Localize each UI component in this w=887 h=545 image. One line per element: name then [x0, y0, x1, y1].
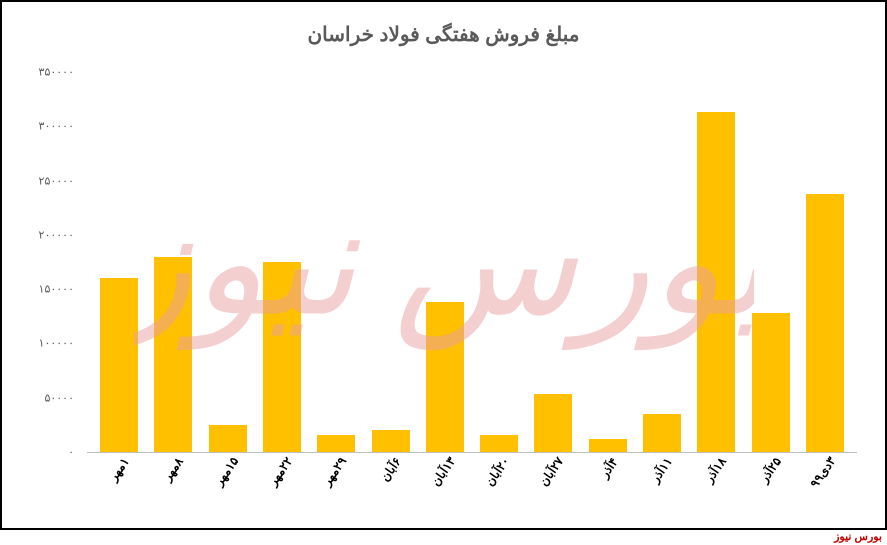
x-tick-label: ۲۰آبان — [483, 454, 513, 488]
footer-credit: بورس نیوز — [834, 530, 882, 543]
x-label-wrapper: ۲۲مهر — [255, 452, 309, 522]
bar — [372, 430, 410, 452]
bar — [697, 112, 735, 452]
x-label-wrapper: ۱۱آذر — [635, 452, 689, 522]
x-label-wrapper: ۱۳آبان — [418, 452, 472, 522]
x-label-wrapper: ۱مهر — [92, 452, 146, 522]
x-label-wrapper: ۶آبان — [363, 452, 417, 522]
x-tick-label: ۸مهر — [160, 455, 186, 484]
bar — [154, 257, 192, 452]
y-tick-label: ۳۵۰۰۰۰ — [39, 66, 74, 79]
bar-wrapper — [363, 430, 417, 452]
bar — [534, 394, 572, 452]
x-tick-label: ۱۵مهر — [211, 454, 241, 488]
bar-wrapper — [92, 278, 146, 452]
bar-wrapper — [689, 112, 743, 452]
x-tick-label: ۶آبان — [377, 455, 403, 484]
bar-wrapper — [146, 257, 200, 452]
bar — [209, 425, 247, 452]
x-label-wrapper: ۲۷آبان — [526, 452, 580, 522]
bar-wrapper — [635, 414, 689, 452]
bar-wrapper — [201, 425, 255, 452]
x-tick-label: ۲۲مهر — [266, 454, 296, 488]
bar — [480, 435, 518, 452]
x-tick-label: ۳دی۹۹ — [807, 454, 838, 490]
x-axis: ۱مهر ۸مهر ۱۵مهر ۲۲مهر ۲۹مهر ۶آبان ۱۳آبان ۲۰آبان… — [87, 452, 857, 522]
x-tick-label: ۱۸آذر — [702, 455, 729, 485]
x-label-wrapper: ۱۵مهر — [201, 452, 255, 522]
x-tick-label: ۲۷آبان — [537, 454, 567, 488]
x-label-wrapper: ۲۵آذر — [743, 452, 797, 522]
bar-wrapper — [798, 194, 852, 452]
y-tick-label: ۲۵۰۰۰۰ — [39, 174, 74, 187]
bars-group — [87, 72, 857, 452]
x-label-wrapper: ۲۰آبان — [472, 452, 526, 522]
y-axis: ۰۵۰۰۰۰۱۰۰۰۰۰۱۵۰۰۰۰۲۰۰۰۰۰۲۵۰۰۰۰۳۰۰۰۰۰۳۵۰۰… — [2, 72, 82, 452]
bar — [752, 313, 790, 452]
x-label-wrapper: ۳دی۹۹ — [798, 452, 852, 522]
bar — [100, 278, 138, 452]
x-tick-label: ۱۳آبان — [428, 454, 458, 488]
chart-container: مبلغ فروش هفتگی فولاد خراسان ۰ ۵۰۰۰۰ ۱۰۰۰۰… — [0, 0, 887, 530]
bar — [589, 439, 627, 452]
bar-wrapper — [526, 394, 580, 452]
bar-wrapper — [418, 302, 472, 452]
chart-title: مبلغ فروش هفتگی فولاد خراسان — [2, 2, 885, 47]
x-label-wrapper: ۸مهر — [146, 452, 200, 522]
y-tick-label: ۳۰۰۰۰۰ — [39, 120, 74, 133]
bar-wrapper — [472, 435, 526, 452]
x-tick-label: ۴آذر — [597, 455, 620, 480]
bar — [263, 262, 301, 452]
x-label-wrapper: ۱۸آذر — [689, 452, 743, 522]
bar — [317, 435, 355, 452]
y-tick-label: ۵۰۰۰۰ — [44, 391, 74, 404]
bar-wrapper — [743, 313, 797, 452]
x-label-wrapper: ۲۹مهر — [309, 452, 363, 522]
plot-area — [87, 72, 857, 452]
bar-wrapper — [581, 439, 635, 452]
x-tick-label: ۱۱آذر — [648, 455, 675, 485]
bar-wrapper — [255, 262, 309, 452]
bar-wrapper — [309, 435, 363, 452]
y-tick-label: ۲۰۰۰۰۰ — [39, 228, 74, 241]
y-tick-label: ۱۰۰۰۰۰ — [39, 337, 74, 350]
x-label-wrapper: ۴آذر — [581, 452, 635, 522]
bar — [426, 302, 464, 452]
bar — [806, 194, 844, 452]
x-tick-label: ۱مهر — [106, 455, 132, 484]
y-tick-label: ۱۵۰۰۰۰ — [39, 283, 74, 296]
x-tick-label: ۲۹مهر — [320, 454, 350, 488]
x-tick-label: ۲۵آذر — [756, 455, 783, 485]
bar — [643, 414, 681, 452]
y-tick-label: ۰ — [68, 446, 74, 459]
